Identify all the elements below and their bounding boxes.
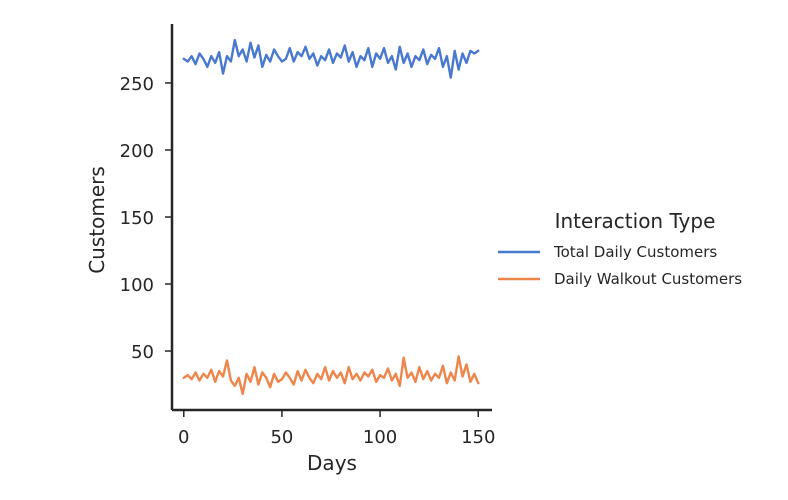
series-layer	[182, 38, 480, 396]
x-tick-label: 50	[270, 427, 293, 448]
x-tick-label: 150	[461, 427, 495, 448]
y-axis-ticks: 50 100 150 200 250	[120, 74, 172, 363]
legend-label-2: Daily Walkout Customers	[554, 270, 742, 288]
y-tick-label: 150	[120, 208, 154, 229]
x-tick-label: 0	[178, 427, 189, 448]
series-line-2	[182, 355, 480, 396]
legend: Interaction Type Total Daily Customers Da…	[498, 209, 742, 288]
y-tick-label: 200	[120, 141, 154, 162]
x-axis-title: Days	[307, 451, 357, 475]
y-axis-title: Customers	[85, 166, 109, 274]
x-tick-label: 100	[363, 427, 397, 448]
plot-area: 0 50 100 150 50 100 150 200 250	[120, 24, 495, 448]
legend-title: Interaction Type	[555, 209, 716, 233]
legend-label-1: Total Daily Customers	[553, 243, 717, 261]
x-axis-ticks: 0 50 100 150	[178, 410, 495, 448]
legend-items: Total Daily Customers Daily Walkout Custo…	[498, 243, 742, 288]
y-tick-label: 50	[131, 342, 154, 363]
series-line-1	[182, 38, 480, 79]
y-tick-label: 100	[120, 275, 154, 296]
y-tick-label: 250	[120, 74, 154, 95]
